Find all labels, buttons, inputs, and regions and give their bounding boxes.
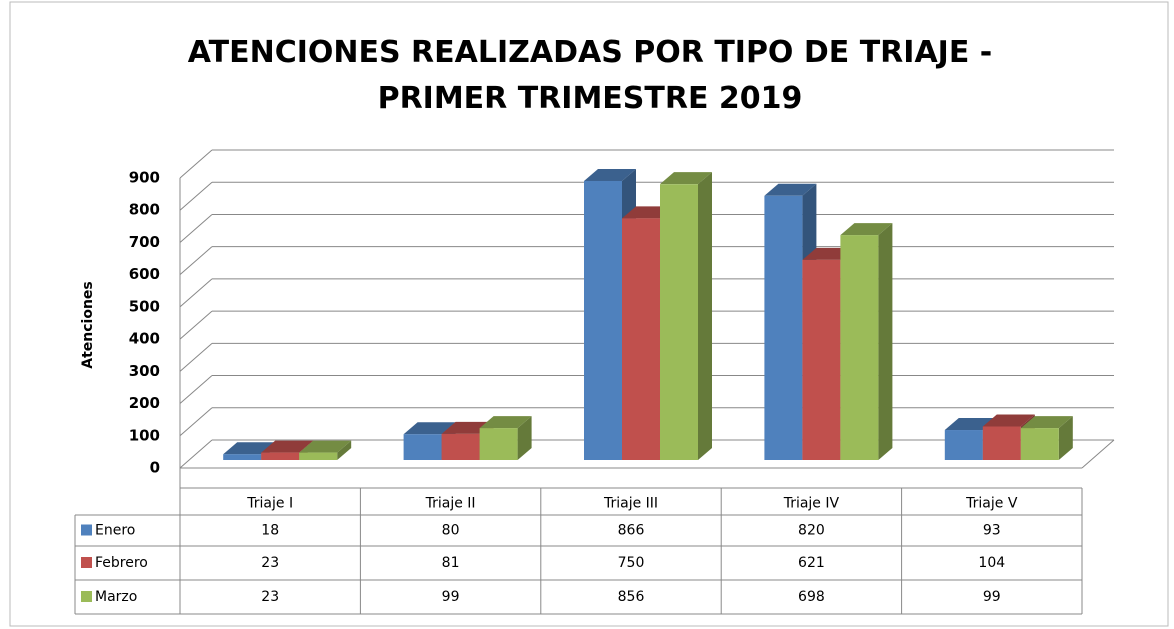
bar	[441, 433, 480, 460]
grid-line-side	[179, 342, 213, 372]
table-value: 750	[618, 555, 645, 571]
bar-top	[403, 422, 456, 435]
table-value: 866	[618, 523, 645, 539]
table-value: 23	[261, 555, 279, 571]
grid-line-side	[179, 407, 213, 437]
bar	[479, 428, 518, 460]
legend-swatch	[81, 524, 92, 536]
table-value: 820	[798, 523, 825, 539]
y-tick-label: 300	[129, 362, 160, 380]
chart-title: ATENCIONES REALIZADAS POR TIPO DE TRIAJE…	[187, 35, 993, 116]
bar-top	[840, 223, 893, 236]
table-value: 18	[261, 523, 279, 539]
grid-line-side	[179, 278, 213, 308]
x-tick-label: Triaje II	[425, 496, 476, 512]
bar	[982, 426, 1021, 460]
bar	[299, 452, 338, 460]
grid-line-side	[179, 181, 213, 211]
bar	[660, 184, 698, 460]
grid-line-side	[179, 214, 213, 243]
bar-top	[299, 440, 352, 453]
grid-line-side	[179, 439, 213, 469]
grid-line-side	[179, 310, 213, 340]
bar	[261, 452, 300, 460]
grid-line-side	[179, 375, 213, 404]
table-value: 99	[983, 589, 1001, 605]
y-tick-label: 900	[129, 169, 160, 187]
bar-side	[1058, 416, 1073, 460]
legend-label: Febrero	[95, 555, 148, 571]
bar-side	[337, 440, 352, 460]
bar	[802, 259, 841, 460]
bar	[223, 454, 262, 460]
table-value: 104	[978, 555, 1005, 571]
bar-top	[261, 440, 314, 453]
bar	[403, 434, 442, 460]
y-axis-label: Atenciones	[80, 281, 96, 369]
bar	[944, 430, 983, 460]
table-value: 81	[442, 555, 460, 571]
bar-side	[517, 416, 532, 460]
table-value: 93	[983, 523, 1001, 539]
bar	[840, 235, 879, 460]
legend-swatch	[81, 557, 92, 568]
bar	[584, 180, 622, 460]
y-tick-label: 200	[129, 394, 160, 412]
x-tick-label: Triaje I	[246, 496, 293, 512]
bar-top	[223, 442, 276, 455]
table-value: 23	[261, 589, 279, 605]
chart-border	[9, 1, 1169, 627]
bar	[764, 195, 803, 460]
bar-top	[584, 168, 636, 181]
bar	[622, 218, 660, 460]
bar-top	[660, 172, 712, 185]
bar-side	[698, 172, 712, 460]
table-value: 99	[442, 589, 460, 605]
legend-swatch	[81, 591, 92, 602]
bar-top	[479, 416, 532, 429]
bar-top	[764, 183, 817, 196]
table-value: 856	[618, 589, 645, 605]
table-value: 698	[798, 589, 825, 605]
table-value: 621	[798, 555, 825, 571]
x-tick-label: Triaje IV	[783, 496, 840, 512]
legend-label: Enero	[95, 523, 135, 539]
floor-right	[1081, 439, 1115, 469]
x-tick-label: Triaje III	[603, 496, 658, 512]
grid-line-side	[179, 149, 213, 179]
bar-side	[878, 223, 893, 460]
y-tick-label: 100	[129, 426, 160, 444]
bar-top	[982, 414, 1035, 427]
table-value: 80	[442, 523, 460, 539]
y-tick-label: 0	[150, 459, 160, 477]
legend-label: Marzo	[95, 589, 137, 605]
y-tick-label: 600	[129, 265, 160, 283]
y-tick-label: 700	[129, 233, 160, 251]
y-tick-label: 500	[129, 297, 160, 315]
x-tick-label: Triaje V	[965, 496, 1018, 512]
bar	[1020, 428, 1059, 460]
grid-line-side	[179, 246, 213, 276]
bar-top	[1020, 416, 1073, 429]
y-tick-label: 400	[129, 330, 160, 348]
y-tick-label: 800	[129, 201, 160, 219]
